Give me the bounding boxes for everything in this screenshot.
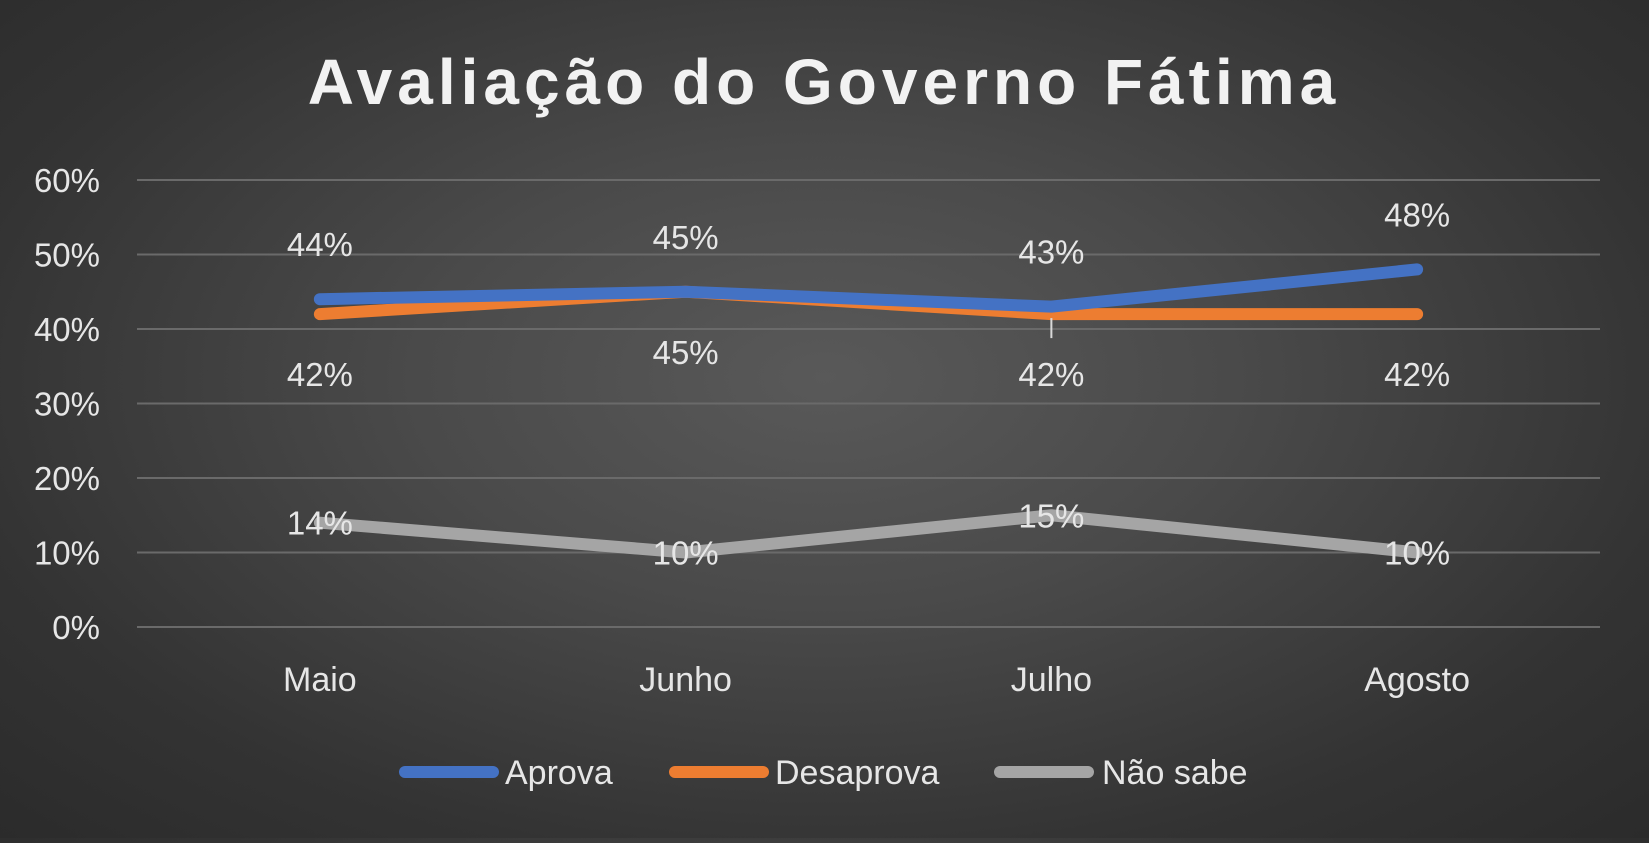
data-point xyxy=(1416,551,1419,554)
x-category-label: Agosto xyxy=(1364,661,1470,699)
legend-label: Não sabe xyxy=(1102,754,1248,792)
data-label: 15% xyxy=(1018,497,1084,534)
y-tick-label: 30% xyxy=(34,386,100,423)
data-label: 42% xyxy=(1018,356,1084,393)
data-point xyxy=(318,298,321,301)
legend-label: Desaprova xyxy=(775,754,940,792)
y-tick-label: 50% xyxy=(34,237,100,274)
series-lines xyxy=(313,263,1424,559)
data-label: 43% xyxy=(1018,234,1084,271)
data-label: 14% xyxy=(287,505,353,542)
legend-item-n-o-sabe[interactable]: Não sabe xyxy=(994,754,1248,792)
data-label: 42% xyxy=(1384,356,1450,393)
y-tick-label: 20% xyxy=(34,460,100,497)
data-point xyxy=(1416,313,1419,316)
data-label: 48% xyxy=(1384,196,1450,233)
series-line-aprova xyxy=(313,263,1424,313)
data-point xyxy=(318,313,321,316)
y-tick-label: 10% xyxy=(34,535,100,572)
x-category-label: Maio xyxy=(283,661,357,699)
data-label: 44% xyxy=(287,226,353,263)
y-axis-ticks: 0% 10% 20% 30% 40% 50% 60% xyxy=(34,162,100,646)
data-label: 10% xyxy=(1384,535,1450,572)
y-tick-label: 60% xyxy=(34,162,100,199)
legend-label: Aprova xyxy=(505,754,613,792)
legend-item-desaprova[interactable]: Desaprova xyxy=(669,754,940,792)
data-point xyxy=(1416,268,1419,271)
legend[interactable]: Aprova Desaprova Não sabe xyxy=(399,754,1248,792)
data-point xyxy=(1050,313,1053,316)
data-point xyxy=(318,521,321,524)
data-labels: 44% 45% 43% 48% 42% 45% 42% 42% 14% 10% 15% 10% xyxy=(287,196,1450,571)
chart-title: Avaliação do Governo Fátima xyxy=(308,46,1340,118)
data-point xyxy=(684,551,687,554)
data-label: 42% xyxy=(287,356,353,393)
data-label: 45% xyxy=(653,219,719,256)
x-category-label: Julho xyxy=(1011,661,1092,699)
x-axis-categories: Maio Junho Julho Agosto xyxy=(283,661,1470,699)
x-category-label: Junho xyxy=(639,661,732,699)
series-line-n-o-sabe xyxy=(313,509,1424,559)
gridlines xyxy=(137,179,1600,628)
data-label: 45% xyxy=(653,334,719,371)
y-tick-label: 40% xyxy=(34,311,100,348)
data-point xyxy=(1050,514,1053,517)
y-tick-label: 0% xyxy=(52,609,100,646)
legend-item-aprova[interactable]: Aprova xyxy=(399,754,613,792)
data-point xyxy=(1050,305,1053,308)
data-point xyxy=(684,290,687,293)
data-label: 10% xyxy=(653,535,719,572)
